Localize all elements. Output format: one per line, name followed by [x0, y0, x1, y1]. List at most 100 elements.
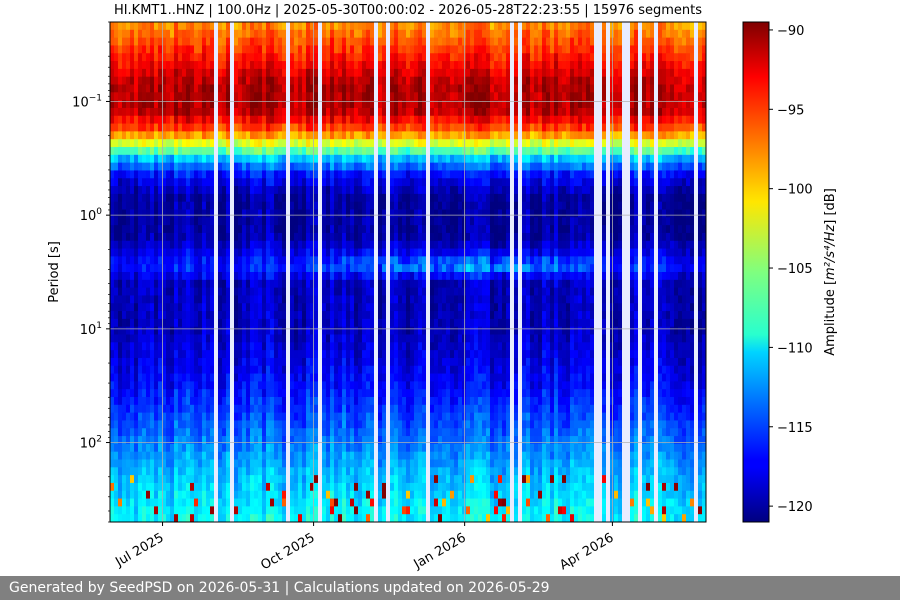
heatmap-cell: [318, 240, 323, 250]
heatmap-cell: [222, 482, 227, 492]
heatmap-cell: [250, 45, 255, 54]
heatmap-cell: [246, 404, 251, 414]
heatmap-cell: [206, 45, 211, 54]
heatmap-cell: [310, 53, 315, 62]
heatmap-cell: [178, 482, 183, 492]
heatmap-cell: [194, 467, 199, 476]
heatmap-cell: [190, 115, 195, 125]
heatmap-cell: [310, 436, 315, 445]
heatmap-cell: [122, 334, 127, 343]
heatmap-cell: [314, 92, 319, 101]
heatmap-cell: [310, 287, 315, 297]
heatmap-cell: [146, 123, 151, 132]
heatmap-cell: [154, 514, 159, 522]
heatmap-cell: [314, 107, 319, 117]
heatmap-cell: [130, 482, 135, 492]
heatmap-cell: [286, 248, 291, 257]
heatmap-cell: [390, 107, 395, 117]
heatmap-cell: [386, 459, 391, 468]
heatmap-column: [338, 22, 343, 522]
heatmap-cell: [322, 365, 327, 375]
heatmap-cell: [402, 311, 407, 320]
heatmap-cell: [330, 428, 335, 437]
heatmap-cell: [146, 107, 151, 117]
heatmap-cell: [166, 381, 171, 390]
heatmap-cell: [226, 123, 231, 132]
heatmap-cell: [222, 381, 227, 390]
heatmap-cell: [134, 37, 139, 47]
heatmap-cell: [182, 373, 187, 382]
heatmap-cell: [222, 506, 227, 515]
heatmap-cell: [414, 264, 419, 273]
heatmap-cell: [182, 295, 187, 304]
heatmap-cell: [158, 287, 163, 297]
heatmap-cell: [158, 475, 163, 484]
heatmap-cell: [330, 29, 335, 39]
heatmap-cell: [318, 100, 323, 109]
heatmap-cell: [314, 186, 319, 195]
heatmap-column: [150, 22, 155, 522]
heatmap-cell: [358, 22, 363, 31]
heatmap-cell: [142, 193, 147, 203]
heatmap-cell: [150, 436, 155, 445]
heatmap-cell: [330, 412, 335, 422]
heatmap-cell: [286, 342, 291, 351]
heatmap-cell: [362, 467, 367, 476]
heatmap-cell: [270, 404, 275, 414]
heatmap-cell: [274, 115, 279, 125]
heatmap-cell: [266, 318, 271, 328]
heatmap-cell: [378, 443, 383, 453]
heatmap-cell: [250, 100, 255, 109]
heatmap-cell: [214, 53, 219, 62]
heatmap-cell: [226, 404, 231, 414]
heatmap-cell: [202, 240, 207, 250]
heatmap-cell: [282, 389, 287, 398]
heatmap-cell: [258, 397, 263, 406]
heatmap-cell: [306, 467, 311, 476]
heatmap-cell: [370, 350, 375, 359]
heatmap-cell: [302, 498, 307, 507]
heatmap-cell: [342, 311, 347, 320]
heatmap-cell: [258, 272, 263, 281]
heatmap-cell: [186, 279, 191, 289]
heatmap-cell: [162, 115, 167, 125]
heatmap-cell: [162, 22, 167, 31]
heatmap-cell: [358, 443, 363, 453]
heatmap-cell: [118, 154, 123, 164]
heatmap-cell: [114, 37, 119, 47]
heatmap-cell: [138, 170, 143, 179]
heatmap-cell: [402, 178, 407, 187]
heatmap-cell: [378, 131, 383, 140]
heatmap-cell: [162, 186, 167, 195]
heatmap-cell: [358, 436, 363, 445]
heatmap-cell: [414, 154, 419, 164]
heatmap-cell: [294, 498, 299, 507]
heatmap-cell: [298, 178, 303, 187]
heatmap-cell: [398, 264, 403, 273]
heatmap-column: [210, 22, 215, 522]
heatmap-cell: [194, 303, 199, 312]
heatmap-cell: [150, 311, 155, 320]
heatmap-cell: [226, 225, 231, 234]
heatmap-cell: [250, 397, 255, 406]
heatmap-cell: [262, 397, 267, 406]
heatmap-cell: [346, 373, 351, 382]
heatmap-cell: [310, 272, 315, 281]
heatmap-cell: [262, 287, 267, 297]
heatmap-cell: [170, 490, 175, 500]
heatmap-cell: [366, 420, 371, 429]
heatmap-cell: [322, 76, 327, 86]
heatmap-cell: [410, 61, 415, 70]
heatmap-cell: [354, 170, 359, 179]
heatmap-cell: [234, 381, 239, 390]
heatmap-cell: [274, 225, 279, 234]
heatmap-cell: [334, 311, 339, 320]
heatmap-cell: [122, 428, 127, 437]
heatmap-cell: [402, 154, 407, 164]
heatmap-cell: [234, 76, 239, 86]
heatmap-cell: [146, 162, 151, 172]
heatmap-cell: [398, 373, 403, 382]
heatmap-cell: [242, 45, 247, 54]
heatmap-cell: [118, 201, 123, 211]
heatmap-column: [370, 22, 375, 522]
